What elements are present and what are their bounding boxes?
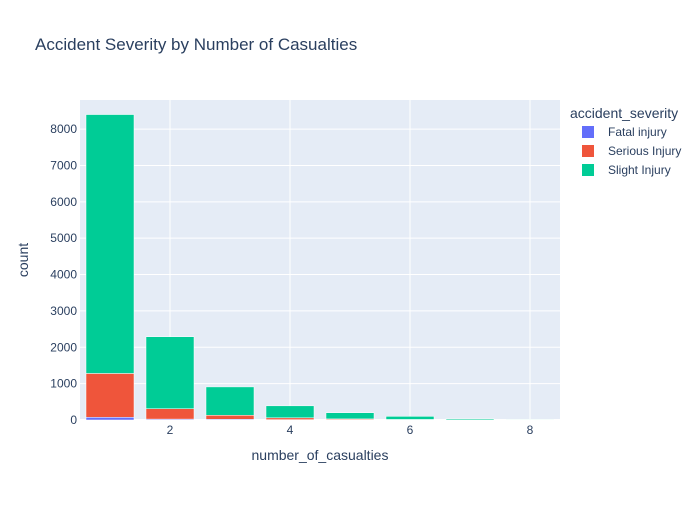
y-tick-label: 1000 [50,377,77,391]
bar-slight-injury [146,337,194,409]
legend-swatch [582,126,594,138]
bar-fatal-injury [86,417,134,420]
y-tick-label: 0 [70,413,77,427]
y-tick-labels: 0 1000 2000 3000 4000 5000 6000 7000 8000 [50,122,77,427]
x-tick-label: 4 [287,423,294,437]
legend-title: accident_severity [570,105,678,121]
bar-serious-injury [146,409,194,419]
legend-swatch [582,145,594,157]
legend-item-label: Fatal injury [608,125,667,139]
bar-serious-injury [206,415,254,419]
y-tick-label: 8000 [50,122,77,136]
y-tick-label: 7000 [50,158,77,172]
x-tick-label: 2 [167,423,174,437]
y-tick-label: 4000 [50,268,77,282]
bar-serious-injury [86,373,134,417]
y-tick-label: 5000 [50,231,77,245]
bar-slight-injury [386,416,434,419]
bar-slight-injury [326,413,374,419]
legend-swatch [582,164,594,176]
bar-slight-injury [266,406,314,418]
chart-title: Accident Severity by Number of Casualtie… [35,35,357,54]
bar-slight-injury [86,115,134,374]
legend-item-label: Slight Injury [608,163,671,177]
y-tick-label: 2000 [50,340,77,354]
y-axis-label: count [15,243,31,277]
y-tick-label: 3000 [50,304,77,318]
legend-item-label: Serious Injury [608,144,681,158]
bar-slight-injury [506,419,554,420]
y-tick-label: 6000 [50,195,77,209]
x-tick-label: 8 [527,423,534,437]
bar-slight-injury [446,419,494,420]
x-axis-label: number_of_casualties [252,447,389,463]
bar-slight-injury [206,387,254,415]
bar-serious-injury [266,418,314,420]
x-tick-label: 6 [407,423,414,437]
